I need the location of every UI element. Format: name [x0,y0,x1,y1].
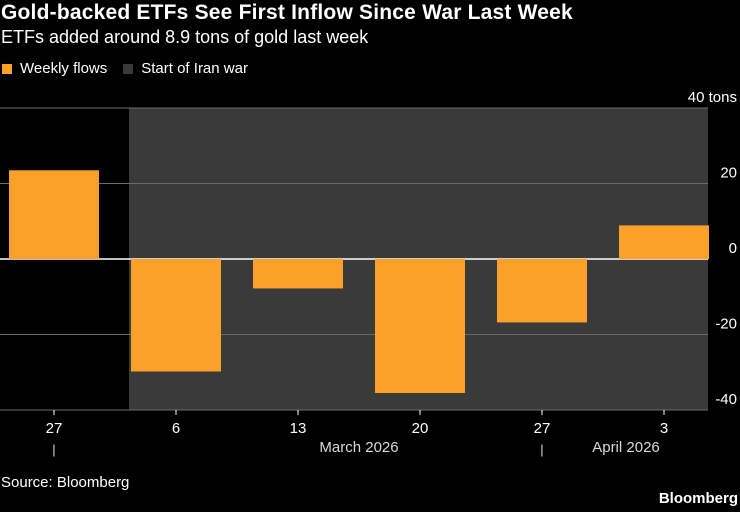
legend: Weekly flows Start of Iran war [2,60,264,77]
brand-logo: Bloomberg [658,490,738,507]
y-tick-label: 20 [720,165,737,182]
legend-swatch-weekly-flows [2,63,12,74]
y-tick-label: -40 [715,391,737,408]
legend-swatch-iran-war [123,63,134,74]
month-label: March 2026 [319,439,398,456]
bar-week-1 [9,170,99,259]
month-separator: | [52,442,55,457]
legend-label-weekly-flows: Weekly flows [20,60,108,77]
bar-week-5 [497,259,587,323]
chart-subtitle: ETFs added around 8.9 tons of gold last … [1,27,369,47]
y-tick-label: 0 [729,240,737,257]
legend-item-iran-war: Start of Iran war [123,60,248,77]
bar-week-6 [619,225,709,259]
x-tick-label: 13 [290,420,307,437]
x-tick-label: 20 [412,420,429,437]
y-tick-label: -20 [715,316,737,333]
legend-item-weekly-flows: Weekly flows [2,60,107,77]
legend-label-iran-war: Start of Iran war [141,60,248,77]
x-tick-label: 27 [46,420,63,437]
month-separator: | [540,442,543,457]
chart-title: Gold-backed ETFs See First Inflow Since … [1,1,573,24]
bar-week-4 [375,259,465,394]
bar-week-2 [131,259,221,372]
x-tick-label: 3 [660,420,668,437]
x-tick-label: 27 [534,420,551,437]
bar-week-3 [253,259,343,289]
x-tick-label: 6 [172,420,180,437]
y-tick-label: 40 tons [688,89,737,106]
source-note: Source: Bloomberg [1,474,130,491]
month-label: April 2026 [592,439,660,456]
